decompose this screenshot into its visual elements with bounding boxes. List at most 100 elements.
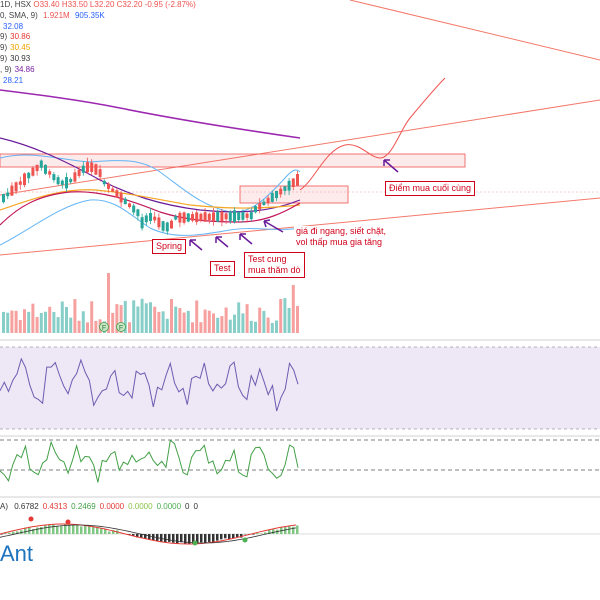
volume-bar	[182, 312, 186, 333]
macd-bar	[84, 525, 87, 534]
macd-bar	[92, 526, 95, 534]
volume-bar	[283, 298, 287, 333]
volume-marker-badge[interactable]	[99, 322, 109, 332]
candle	[65, 177, 68, 189]
candle	[14, 182, 18, 192]
macd-cross-dot	[28, 516, 34, 522]
candle	[48, 171, 52, 175]
annotation-test[interactable]: Test	[210, 261, 235, 276]
macd-bar	[0, 534, 3, 535]
macd-bar	[172, 534, 175, 543]
macd-bar	[268, 529, 271, 534]
macd-cross-dot	[242, 537, 248, 543]
macd-bar	[208, 534, 211, 542]
macd-value: 0.0000	[128, 502, 153, 511]
candle	[157, 217, 161, 228]
volume-bar	[77, 320, 81, 333]
volume-bar	[161, 311, 165, 333]
volume-bar	[262, 310, 266, 333]
indicator-legend-row: 9) 30.86	[0, 32, 31, 42]
macd-bar	[252, 534, 255, 535]
candle	[165, 222, 169, 232]
volume-bar	[207, 310, 211, 333]
volume-bar	[191, 322, 194, 333]
volume-bar	[224, 307, 228, 333]
macd-bar	[180, 534, 183, 543]
macd-line[interactable]	[0, 523, 297, 545]
volume-bar	[233, 314, 236, 333]
volume-bar	[275, 320, 278, 333]
candle	[161, 221, 165, 231]
annotation-last-buy[interactable]: Điểm mua cuối cùng	[385, 181, 476, 196]
volume-bar	[149, 302, 152, 333]
annotation-sideways[interactable]: giá đi ngang, siết chặt, vol thấp mua gi…	[294, 226, 389, 248]
annotation-test-cung[interactable]: Test cung mua thăm dò	[244, 252, 305, 278]
volume-bar	[6, 312, 10, 333]
channel-mid-line[interactable]	[0, 99, 600, 196]
volume-bar	[115, 304, 119, 333]
candle	[90, 162, 94, 172]
timeframe-label[interactable]: 1D	[0, 0, 11, 9]
ohlc-values: O33.40 H33.50 L32.20 C32.20 -0.95 (-2.87…	[33, 0, 196, 9]
volume-bar	[220, 316, 224, 333]
macd-bar	[100, 528, 103, 534]
volume-bar	[186, 310, 190, 333]
macd-bar	[160, 534, 163, 542]
macd-bar	[56, 526, 59, 534]
macd-bar	[168, 534, 171, 542]
volume-bar	[35, 317, 39, 333]
volume-bar	[31, 303, 35, 333]
macd-bar	[104, 529, 107, 534]
macd-bar	[196, 534, 199, 545]
macd-bar	[36, 527, 39, 534]
volume-marker-label: F	[102, 325, 106, 332]
candle	[77, 169, 81, 176]
macd-value: 0	[193, 502, 198, 511]
macd-bar	[236, 534, 239, 537]
candle	[107, 183, 110, 189]
volume-bar	[279, 298, 283, 333]
macd-bar	[140, 534, 143, 538]
ma-red	[0, 191, 301, 226]
candle	[237, 211, 241, 221]
macd-bar	[8, 532, 11, 534]
macd-bar	[164, 534, 167, 543]
ma-orange	[0, 189, 301, 211]
candle	[128, 203, 131, 208]
candle	[279, 188, 283, 195]
accumulation-zone[interactable]	[239, 185, 349, 204]
candle	[258, 203, 262, 210]
volume-bar	[123, 300, 127, 333]
volume-bar	[107, 273, 110, 333]
volume-bar	[111, 312, 115, 333]
candle	[249, 212, 253, 220]
macd-value: 0	[185, 502, 190, 511]
macd-cross-dot	[65, 519, 71, 525]
macd-bar	[220, 534, 223, 540]
legend: 1D, HSX O33.40 H33.50 L32.20 C32.20 -0.9…	[0, 0, 196, 86]
volume-legend-row: 0, SMA, 9) 1.921M 905.35K	[0, 10, 105, 20]
candle	[245, 213, 249, 218]
volume-bar	[48, 306, 52, 333]
volume-bar	[136, 306, 140, 333]
volume-bar	[65, 306, 68, 333]
projection-path[interactable]	[299, 77, 446, 191]
macd-bar	[200, 534, 203, 543]
candle	[73, 172, 77, 182]
candle	[18, 181, 22, 185]
osc-line[interactable]	[0, 439, 299, 483]
indicator-value: 30.93	[10, 53, 31, 63]
macd-legend: A) 0.6782 0.4313 0.2469 0.0000 0.0000 0.0000 0…	[0, 502, 198, 511]
candle	[195, 212, 199, 223]
candles-group[interactable]	[2, 157, 299, 235]
candle	[228, 211, 232, 221]
resistance-zone[interactable]	[0, 153, 466, 168]
rsi-line[interactable]	[0, 357, 299, 412]
annotation-spring[interactable]: Spring	[152, 239, 187, 254]
channel-top-line[interactable]	[349, 0, 600, 61]
macd-bar	[228, 534, 231, 540]
volume-marker-badge[interactable]	[116, 322, 126, 332]
macd-bar	[20, 530, 23, 534]
